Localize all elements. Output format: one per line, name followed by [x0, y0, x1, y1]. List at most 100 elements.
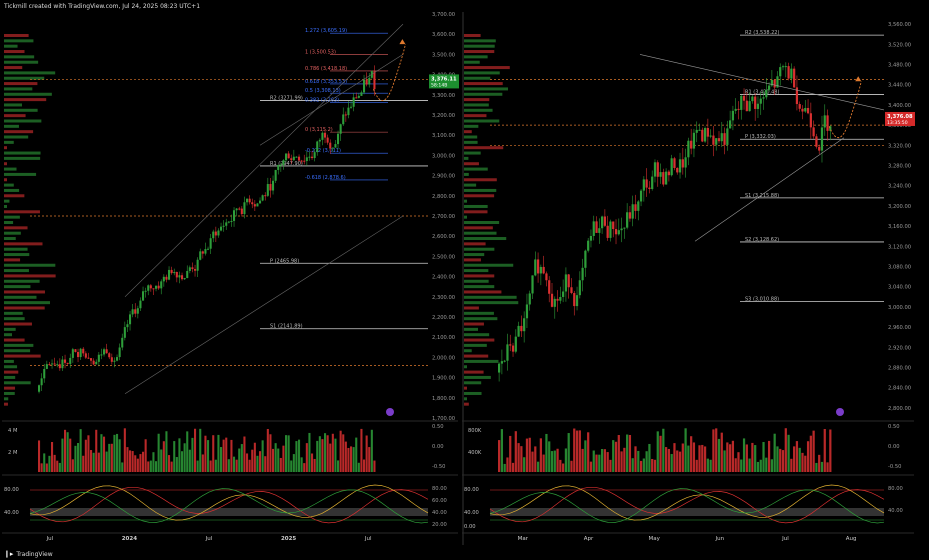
- candle-body: [631, 204, 634, 219]
- oscillator-line: [29, 486, 429, 524]
- osc-tick-label: 0.00: [464, 524, 476, 530]
- volume-bar: [634, 446, 637, 472]
- volume-profile-bar: [4, 343, 34, 347]
- candle-body: [556, 298, 559, 301]
- candle-body: [776, 76, 779, 88]
- volume-profile-bar: [464, 199, 467, 203]
- candle-body: [648, 187, 651, 189]
- volume-profile-bar: [4, 263, 56, 267]
- volume-profile-bar: [464, 55, 488, 59]
- volume-profile-bar: [464, 242, 486, 246]
- volume-bar: [287, 435, 290, 472]
- volume-profile-bar: [4, 60, 39, 64]
- volume-bar: [126, 447, 129, 472]
- volume-profile-bar: [4, 34, 29, 37]
- candle-body: [321, 132, 324, 140]
- volume-profile-bar: [4, 221, 14, 224]
- volume-bar: [665, 447, 668, 472]
- volume-profile-bar: [464, 365, 467, 369]
- volume-profile-bar: [4, 317, 25, 321]
- volume-bar: [648, 443, 651, 472]
- oscillator-line: [29, 484, 429, 521]
- candle-body: [781, 66, 785, 68]
- volume-bar: [514, 431, 517, 472]
- volume-bar: [801, 452, 804, 472]
- fib-label: 0.618 (3,353.53): [305, 79, 347, 85]
- volume-profile-bar: [464, 183, 477, 187]
- volume-profile-bar: [4, 82, 38, 86]
- candle-body: [511, 345, 515, 352]
- volume-profile-bar: [464, 274, 495, 278]
- candle-body: [209, 238, 212, 249]
- volume-profile-bar: [464, 343, 487, 347]
- volume-bar: [363, 459, 366, 472]
- volume-bar: [734, 458, 737, 472]
- candle-body: [214, 231, 217, 236]
- volume-bar: [500, 429, 504, 472]
- volume-profile-bar: [4, 44, 18, 48]
- volume-bar: [740, 459, 743, 472]
- candle-body: [692, 132, 696, 149]
- volume-bar: [818, 454, 821, 472]
- y-tick-label: 1,900.00: [432, 376, 455, 382]
- candle-body: [100, 354, 103, 356]
- volume-bar: [692, 442, 696, 472]
- candle-body: [695, 129, 698, 133]
- volume-profile-bar: [464, 338, 495, 342]
- pivot-label: S2 (3,128.62): [745, 237, 779, 243]
- volume-profile-bar: [464, 301, 519, 305]
- candle-body: [623, 227, 626, 229]
- volume-bar: [308, 432, 311, 472]
- volume-bar: [637, 450, 640, 472]
- volume-profile-bar: [464, 87, 509, 91]
- candle-body: [188, 267, 191, 271]
- volume-bar: [776, 446, 779, 472]
- forecast-arrowhead-icon: [855, 76, 862, 82]
- candle-body: [334, 144, 337, 148]
- volume-bar: [581, 448, 584, 472]
- candle-body: [61, 359, 64, 369]
- volume-bar: [331, 433, 334, 472]
- y-tick-label: 2,100.00: [432, 335, 455, 341]
- volume-profile-bar: [4, 327, 16, 331]
- volume-profile-bar: [464, 317, 498, 321]
- candle-body: [595, 221, 598, 233]
- candle-body: [238, 208, 241, 210]
- candle-body: [168, 269, 171, 280]
- volume-profile-bar: [4, 162, 7, 166]
- volume-bar: [770, 459, 773, 472]
- candle-body: [536, 259, 540, 274]
- volume-profile-bar: [464, 247, 495, 251]
- volume-profile-bar: [4, 119, 42, 123]
- candle-body: [717, 138, 721, 142]
- volume-bar: [373, 460, 376, 472]
- candle-body: [612, 221, 615, 230]
- candle-body: [673, 158, 676, 168]
- candle-body: [665, 171, 668, 185]
- volume-profile-bar: [464, 71, 500, 75]
- candle-body: [352, 97, 355, 107]
- volume-bar: [765, 457, 768, 472]
- candle-body: [651, 176, 654, 189]
- volume-profile-bar: [4, 130, 34, 134]
- candle-body: [77, 351, 80, 358]
- x-tick-label: Apr: [584, 536, 594, 542]
- volume-bar: [248, 459, 251, 472]
- price-label-box: [429, 74, 459, 89]
- volume-profile-bar: [4, 285, 31, 289]
- y-tick-label: 3,600.00: [432, 32, 455, 38]
- volume-bar: [238, 448, 241, 472]
- candle-body: [253, 204, 256, 207]
- candle-body: [506, 344, 509, 361]
- candle-body: [368, 77, 371, 85]
- candle-body: [659, 172, 662, 177]
- candle-body: [620, 228, 623, 231]
- candle-body: [662, 172, 665, 185]
- x-tick-label: Aug: [846, 536, 857, 542]
- osc-band: [490, 508, 884, 516]
- volume-bar: [225, 437, 228, 472]
- volume-tick-label: 2 M: [8, 450, 17, 456]
- volume-bar: [550, 451, 554, 472]
- volume-profile-bar: [464, 263, 514, 267]
